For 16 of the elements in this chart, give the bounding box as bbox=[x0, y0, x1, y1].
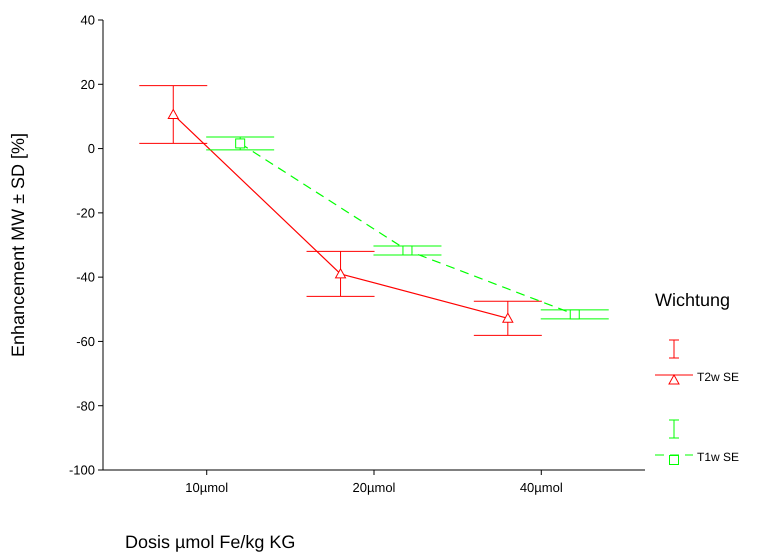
legend-title: Wichtung bbox=[655, 290, 730, 310]
y-tick-label: -40 bbox=[76, 270, 95, 285]
y-tick-label: -20 bbox=[76, 205, 95, 220]
legend-label: T2w SE bbox=[697, 370, 740, 384]
y-tick-label: 40 bbox=[80, 12, 95, 28]
x-tick-label: 40µmol bbox=[520, 480, 563, 495]
y-axis-title: Enhancement MW ± SD [%] bbox=[8, 133, 28, 357]
y-tick-label: 0 bbox=[88, 141, 95, 156]
y-tick-label: -100 bbox=[68, 462, 95, 478]
y-tick-label: -60 bbox=[76, 334, 95, 349]
x-tick-label: 20µmol bbox=[352, 480, 396, 495]
x-tick-label: 10µmol bbox=[185, 480, 228, 495]
y-tick-label: -80 bbox=[76, 398, 95, 414]
legend-label: T1w SE bbox=[697, 450, 740, 464]
x-axis-title: Dosis µmol Fe/kg KG bbox=[125, 532, 296, 552]
y-tick-label: 20 bbox=[80, 76, 95, 92]
